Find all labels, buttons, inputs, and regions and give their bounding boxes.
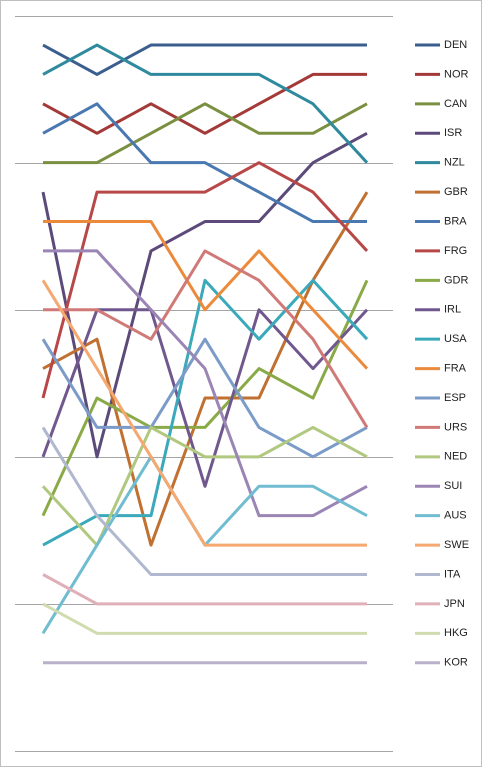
legend-label: DEN (444, 39, 467, 51)
legend-label: ITA (444, 568, 461, 580)
legend-label: NZL (444, 157, 465, 169)
series-line (43, 220, 369, 370)
series-line (41, 131, 368, 459)
legend-label: NED (444, 451, 467, 463)
legend-label: HKG (444, 627, 468, 639)
series-line (41, 279, 369, 517)
legend-label: NOR (444, 68, 469, 80)
legend-label: URS (444, 421, 467, 433)
legend-label: USA (444, 333, 467, 345)
legend-label: ISR (444, 127, 462, 139)
legend-label: FRA (444, 362, 467, 374)
series-line (43, 249, 369, 429)
series-line (43, 249, 368, 518)
legend-label: GDR (444, 274, 469, 286)
legend-label: KOR (444, 657, 468, 669)
series-line (43, 102, 368, 165)
series-line (42, 43, 367, 76)
legend-label: CAN (444, 98, 467, 110)
legend-label: SWE (444, 539, 469, 551)
series-line (42, 602, 367, 635)
series-line (42, 573, 367, 606)
legend-label: IRL (444, 304, 461, 316)
legend-label: FRG (444, 245, 467, 257)
series-line (42, 72, 367, 135)
legend-label: ESP (444, 392, 466, 404)
legend-label: GBR (444, 186, 468, 198)
series-line (41, 337, 368, 459)
legend-label: SUI (444, 480, 462, 492)
legend-label: BRA (444, 215, 467, 227)
legend-label: AUS (444, 510, 467, 522)
series-line (42, 43, 369, 164)
legend-label: JPN (444, 598, 465, 610)
series-line (42, 102, 367, 224)
series-line (41, 426, 367, 577)
series-line (41, 161, 369, 399)
series-line (41, 279, 367, 547)
